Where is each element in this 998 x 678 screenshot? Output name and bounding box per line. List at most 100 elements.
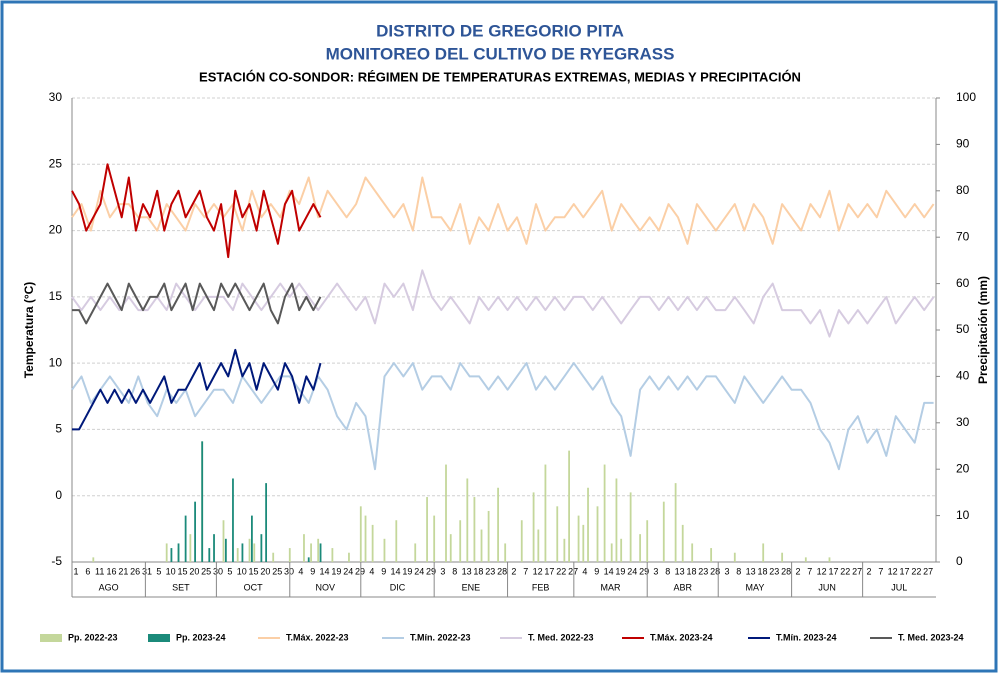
x-tick-label: 5 <box>227 566 232 576</box>
x-tick-label: 4 <box>369 566 374 576</box>
x-tick-label: 12 <box>533 566 543 576</box>
x-tick-label: 29 <box>426 566 436 576</box>
x-tick-label: 23 <box>485 566 495 576</box>
y2-tick-label: 30 <box>956 415 970 429</box>
legend-swatch <box>148 634 170 642</box>
precip-bar <box>184 515 187 562</box>
precip-bar <box>331 548 334 562</box>
x-tick-label: 8 <box>665 566 670 576</box>
precip-bar <box>319 543 322 562</box>
x-tick-label: 4 <box>582 566 587 576</box>
precip-bar <box>582 524 585 562</box>
x-tick-label: 15 <box>178 566 188 576</box>
precip-bar <box>92 557 95 562</box>
precip-bar <box>383 538 386 562</box>
precip-bar <box>272 552 275 562</box>
x-tick-label: 13 <box>746 566 756 576</box>
chart-caption: ESTACIÓN CO-SONDOR: RÉGIMEN DE TEMPERATU… <box>199 69 801 84</box>
x-tick-label: 25 <box>201 566 211 576</box>
precip-bar <box>459 520 462 562</box>
x-tick-label: 7 <box>523 566 528 576</box>
precip-bar <box>201 441 204 562</box>
y-tick-label: 10 <box>49 355 63 369</box>
precip-bar <box>224 538 227 562</box>
x-tick-label: 25 <box>272 566 282 576</box>
x-tick-label: 17 <box>828 566 838 576</box>
x-tick-label: 27 <box>568 566 578 576</box>
y-tick-label: 25 <box>49 156 63 170</box>
x-tick-label: 11 <box>95 566 104 576</box>
precip-bar <box>232 478 234 562</box>
temperature-line <box>71 176 935 245</box>
y-tick-label: 20 <box>49 223 63 237</box>
x-tick-label: 18 <box>686 566 696 576</box>
precip-bar <box>189 534 192 562</box>
precip-bar <box>577 515 580 562</box>
precip-bar <box>691 543 694 562</box>
precip-bar <box>674 483 677 562</box>
precip-bar <box>563 538 566 562</box>
precip-bar <box>662 501 665 562</box>
precip-bar <box>426 497 428 562</box>
legend-label: T. Med. 2022-23 <box>528 632 594 642</box>
precip-bar <box>532 492 535 562</box>
x-tick-label: 12 <box>817 566 827 576</box>
month-label: ENE <box>462 582 481 592</box>
precip-bar <box>520 520 523 562</box>
x-tick-label: 29 <box>355 566 365 576</box>
x-tick-label: 19 <box>615 566 625 576</box>
month-label: NOV <box>316 582 336 592</box>
precip-bar <box>473 497 476 562</box>
legend-label: T.Máx. 2022-23 <box>286 632 349 642</box>
x-tick-label: 17 <box>899 566 909 576</box>
precip-bar <box>487 510 490 562</box>
y2-tick-label: 50 <box>956 322 970 336</box>
x-tick-label: 12 <box>888 566 898 576</box>
x-tick-label: 26 <box>130 566 140 576</box>
precip-bar <box>208 548 211 562</box>
precip-bar <box>371 524 374 562</box>
precip-bar <box>556 506 559 562</box>
temperature-line <box>72 348 322 431</box>
x-tick-label: 3 <box>724 566 729 576</box>
x-tick-label: 22 <box>556 566 566 576</box>
temperature-line <box>71 362 934 471</box>
precip-bar <box>603 464 606 562</box>
precip-bar <box>781 552 784 562</box>
y2-tick-label: 80 <box>956 183 970 197</box>
precip-bar <box>466 478 469 562</box>
precip-bar <box>568 450 570 562</box>
month-label: DIC <box>390 582 406 592</box>
precip-bar <box>414 543 417 562</box>
legend-label: T.Máx. 2023-24 <box>650 632 713 642</box>
precip-bar <box>170 548 173 562</box>
month-label: ABR <box>673 582 692 592</box>
precip-bar <box>646 520 649 562</box>
y2-tick-label: 100 <box>956 90 976 104</box>
precip-bar <box>310 543 312 562</box>
x-tick-label: 15 <box>249 566 259 576</box>
x-tick-label: 16 <box>106 566 116 576</box>
x-tick-label: 20 <box>189 566 199 576</box>
x-tick-label: 2 <box>795 566 800 576</box>
month-label: JUL <box>891 582 907 592</box>
legend-label: T. Med. 2023-24 <box>898 632 964 642</box>
legend-label: T.Mín. 2022-23 <box>410 632 471 642</box>
x-tick-label: 23 <box>698 566 708 576</box>
precip-bar <box>241 543 244 562</box>
precip-bar <box>804 557 807 562</box>
precip-bar <box>288 548 291 562</box>
precip-bar <box>348 552 350 562</box>
y2-tick-label: 70 <box>956 229 970 243</box>
precip-bar <box>504 543 507 562</box>
x-tick-label: 27 <box>852 566 862 576</box>
chart-title: DISTRITO DE GREGORIO PITA <box>376 21 624 40</box>
x-tick-label: 7 <box>807 566 812 576</box>
precip-bar <box>253 543 256 562</box>
x-tick-label: 1 <box>73 566 78 576</box>
x-tick-label: 8 <box>452 566 457 576</box>
x-tick-label: 2 <box>866 566 871 576</box>
x-tick-label: 22 <box>911 566 921 576</box>
x-tick-label: 28 <box>497 566 507 576</box>
x-tick-label: 4 <box>298 566 303 576</box>
